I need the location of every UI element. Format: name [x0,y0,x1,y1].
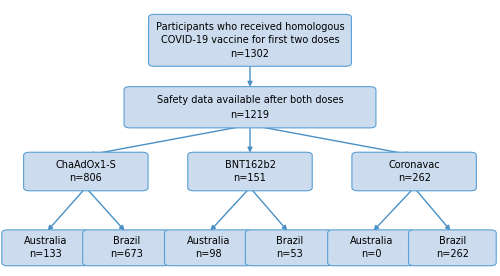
FancyBboxPatch shape [328,230,416,266]
Text: Participants who received homologous: Participants who received homologous [156,22,344,31]
FancyBboxPatch shape [148,14,352,66]
Text: BNT162b2: BNT162b2 [224,160,276,169]
Text: n=53: n=53 [276,249,302,259]
Text: n=98: n=98 [195,249,222,259]
FancyBboxPatch shape [2,230,90,266]
Text: ChaAdOx1-S: ChaAdOx1-S [56,160,116,169]
FancyBboxPatch shape [246,230,333,266]
Text: Safety data available after both doses: Safety data available after both doses [156,95,344,105]
FancyBboxPatch shape [164,230,252,266]
FancyBboxPatch shape [82,230,170,266]
Text: Australia: Australia [350,237,393,246]
Text: n=673: n=673 [110,249,143,259]
Text: n=806: n=806 [70,174,102,184]
FancyBboxPatch shape [24,152,148,191]
Text: Coronavac: Coronavac [388,160,440,169]
Text: n=0: n=0 [362,249,382,259]
FancyBboxPatch shape [408,230,496,266]
Text: Brazil: Brazil [438,237,466,246]
Text: n=262: n=262 [398,174,430,184]
FancyBboxPatch shape [124,87,376,128]
Text: n=133: n=133 [30,249,62,259]
Text: COVID-19 vaccine for first two doses: COVID-19 vaccine for first two doses [160,35,340,45]
Text: n=262: n=262 [436,249,469,259]
Text: Australia: Australia [24,237,68,246]
Text: n=151: n=151 [234,174,266,184]
FancyBboxPatch shape [352,152,476,191]
FancyBboxPatch shape [188,152,312,191]
Text: n=1219: n=1219 [230,110,270,120]
Text: Brazil: Brazil [276,237,303,246]
Text: Australia: Australia [186,237,230,246]
Text: Brazil: Brazil [113,237,140,246]
Text: n=1302: n=1302 [230,49,270,59]
